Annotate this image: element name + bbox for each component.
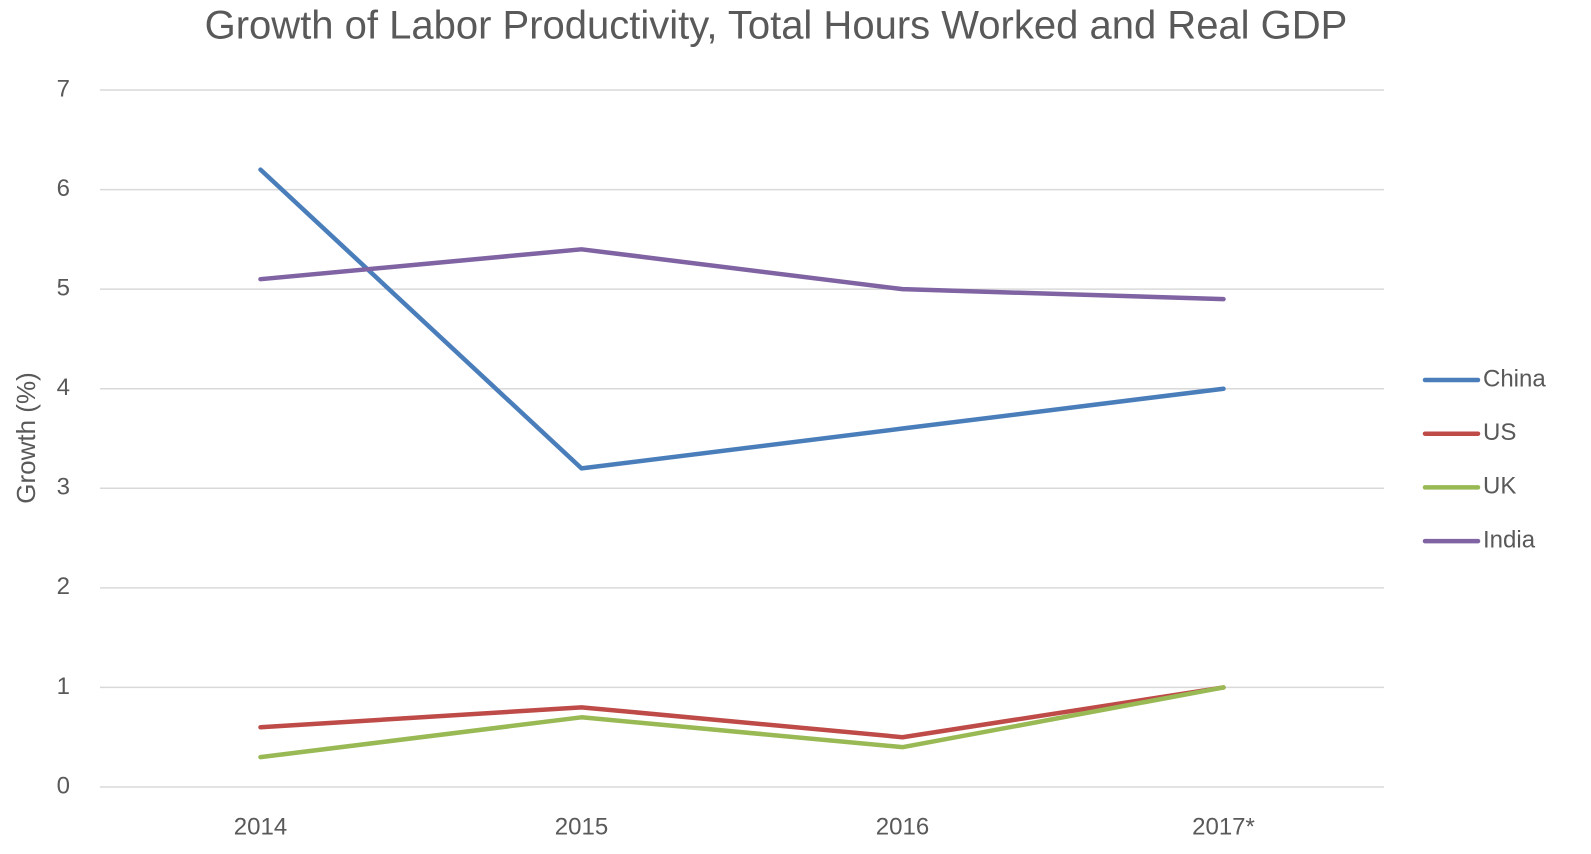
series-line xyxy=(258,685,1226,760)
legend-label: UK xyxy=(1483,473,1516,500)
legend-label: India xyxy=(1483,526,1536,553)
series-line xyxy=(258,685,1226,740)
series-line xyxy=(258,247,1226,302)
series-line xyxy=(258,167,1226,471)
y-tick-label: 0 xyxy=(57,772,70,799)
y-tick-label: 2 xyxy=(57,573,70,600)
y-axis-label: Growth (%) xyxy=(11,372,41,503)
x-tick-label: 2017* xyxy=(1192,813,1255,840)
legend-label: China xyxy=(1483,365,1546,392)
y-tick-label: 4 xyxy=(57,374,70,401)
x-tick-label: 2015 xyxy=(555,813,608,840)
y-tick-label: 5 xyxy=(57,274,70,301)
y-tick-label: 6 xyxy=(57,175,70,202)
y-tick-label: 3 xyxy=(57,474,70,501)
x-tick-label: 2014 xyxy=(234,813,287,840)
y-tick-label: 1 xyxy=(57,673,70,700)
y-tick-label: 7 xyxy=(57,75,70,102)
legend-label: US xyxy=(1483,419,1516,446)
chart-title: Growth of Labor Productivity, Total Hour… xyxy=(205,4,1348,48)
x-tick-label: 2016 xyxy=(876,813,929,840)
